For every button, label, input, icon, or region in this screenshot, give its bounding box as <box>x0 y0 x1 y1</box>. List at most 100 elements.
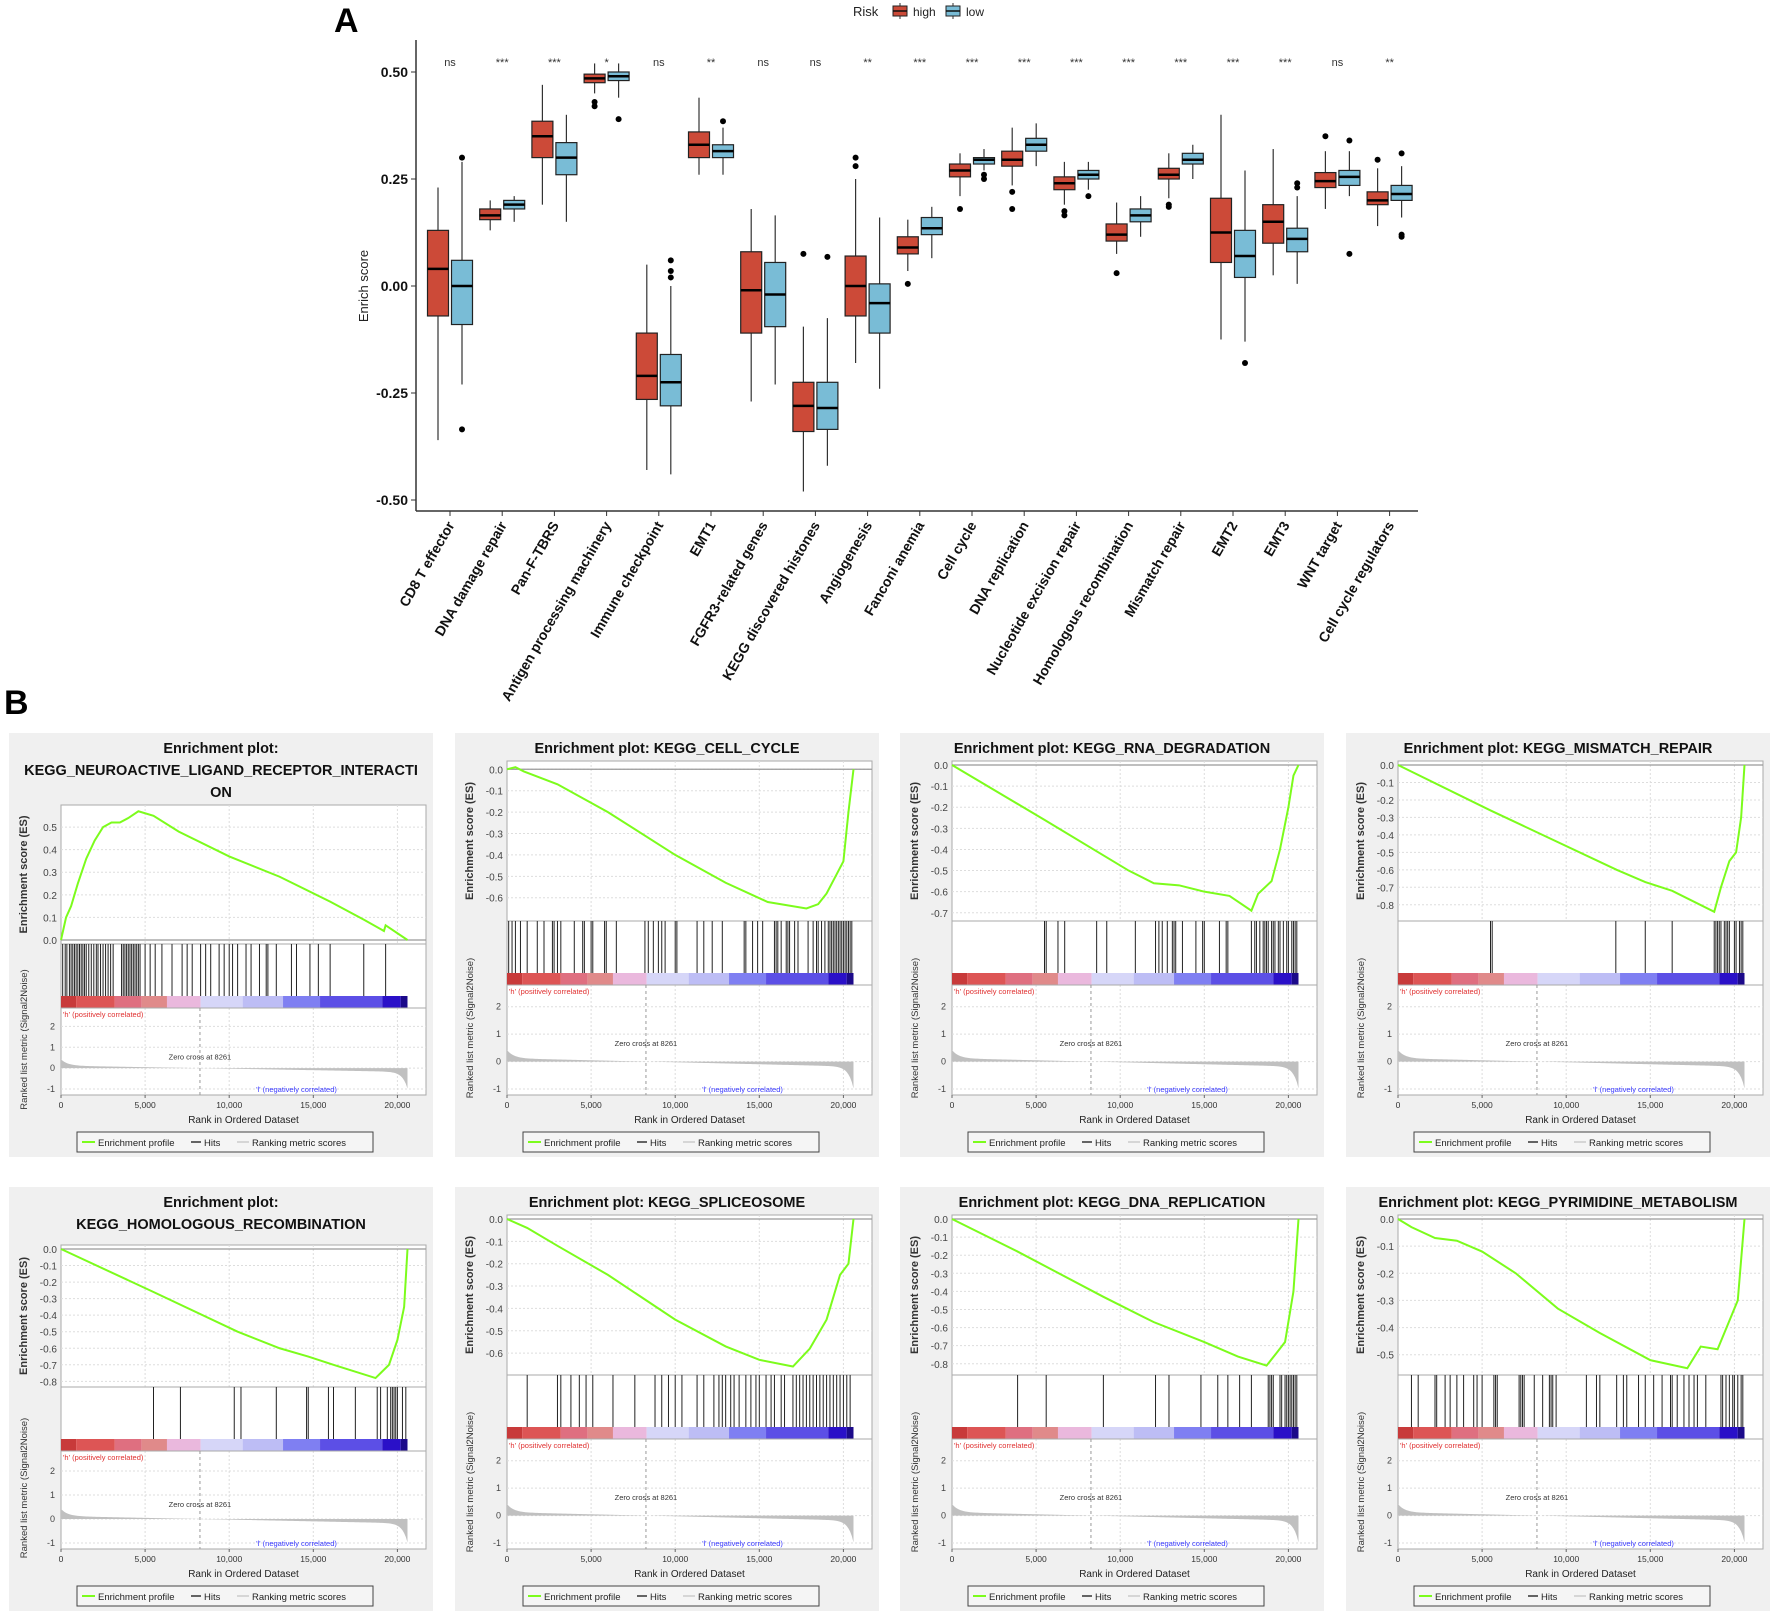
legend-box <box>522 1585 820 1607</box>
outlier-point <box>1294 180 1301 187</box>
legend-enrichment-label: Enrichment profile <box>98 1592 175 1603</box>
es-tick-label: -0.5 <box>931 1305 949 1316</box>
es-tick-label: -0.5 <box>40 1328 58 1339</box>
rank-color-segment <box>646 973 689 985</box>
enrichment-profile-line <box>60 1248 409 1380</box>
plot-title: Enrichment plot: KEGG_DNA_REPLICATION <box>959 1195 1266 1211</box>
outlier-point <box>1061 212 1068 219</box>
rank-color-segment <box>646 1427 689 1439</box>
es-tick-label: 0.4 <box>43 846 57 857</box>
es-axis-label: Enrichment score (ES) <box>909 782 921 900</box>
metric-tick-label: 0 <box>941 1511 946 1521</box>
metric-tick-label: 2 <box>50 1466 55 1476</box>
plot-title: Enrichment plot: KEGG_MISMATCH_REPAIR <box>1404 741 1713 757</box>
negative-label: 'l' (negatively correlated) <box>1147 1539 1228 1548</box>
positive-label: 'h' (positively correlated) <box>63 1453 144 1462</box>
es-axis-label: Enrichment score (ES) <box>1355 782 1367 900</box>
significance-label: ** <box>863 57 872 69</box>
rank-color-segment <box>1657 973 1720 985</box>
metric-tick-label: 0 <box>50 1063 55 1073</box>
legend-metric-label: Ranking metric scores <box>1143 1592 1237 1603</box>
x-tick-label: 5,000 <box>580 1554 602 1564</box>
metric-tick-label: 0 <box>1387 1057 1392 1067</box>
x-axis-label: Rank in Ordered Dataset <box>188 1115 299 1126</box>
rank-color-segment <box>766 973 829 985</box>
es-axis-label: Enrichment score (ES) <box>464 1236 476 1354</box>
legend-enrichment-label: Enrichment profile <box>544 1592 621 1603</box>
es-tick-label: -0.6 <box>486 894 504 905</box>
box-low <box>659 353 682 407</box>
metric-tick-label: 2 <box>496 1002 501 1012</box>
legend-enrichment-label: Enrichment profile <box>1435 1592 1512 1603</box>
es-tick-label: -0.1 <box>1377 1242 1395 1253</box>
ranking-metric-area <box>952 1504 1299 1543</box>
x-axis-label: Rank in Ordered Dataset <box>634 1115 745 1126</box>
outlier-point <box>1009 188 1016 195</box>
rank-color-segment <box>587 1427 613 1439</box>
rank-color-segment <box>507 1427 523 1439</box>
rank-color-segment <box>200 1439 243 1451</box>
legend-title: Risk <box>853 4 879 19</box>
metric-tick-label: 1 <box>941 1483 946 1493</box>
y-tick-label: 0.25 <box>381 171 408 187</box>
rank-color-segment <box>1620 973 1658 985</box>
x-tick-label: 15,000 <box>1637 1100 1663 1110</box>
metric-axis-label: Ranked list metric (Signal2Noise) <box>1356 958 1367 1098</box>
plot-area <box>506 760 873 1096</box>
es-tick-label: 0.3 <box>43 868 57 879</box>
es-tick-label: -0.4 <box>486 1304 504 1315</box>
legend-metric-label: Ranking metric scores <box>252 1138 346 1149</box>
outlier-point <box>615 116 622 123</box>
legend-hits-label: Hits <box>1541 1592 1558 1603</box>
es-tick-label: -0.4 <box>1377 1324 1395 1335</box>
plot-background <box>1346 733 1770 1157</box>
metric-tick-label: -1 <box>493 1084 501 1094</box>
outlier-point <box>1009 205 1016 212</box>
legend-box <box>1413 1585 1711 1607</box>
legend-box <box>76 1131 374 1153</box>
significance-label: ns <box>1332 57 1344 69</box>
es-tick-label: -0.4 <box>931 845 949 856</box>
rank-color-segment <box>114 1439 142 1451</box>
plot-title: Enrichment plot: <box>163 741 278 757</box>
rank-color-segment <box>166 996 201 1008</box>
enrichment-profile-line <box>1397 764 1746 914</box>
es-tick-label: -0.3 <box>40 1295 58 1306</box>
outlier-point <box>459 426 465 433</box>
rank-color-segment <box>1719 1427 1738 1439</box>
rank-color-segment <box>846 1427 854 1439</box>
es-tick-label: -0.5 <box>931 867 949 878</box>
es-tick-label: -0.6 <box>1377 866 1395 877</box>
enrichment-profile-line <box>60 810 409 941</box>
es-tick-label: 0.0 <box>489 1215 503 1226</box>
x-tick-label: 5,000 <box>1471 1554 1493 1564</box>
significance-label: *** <box>1018 57 1032 69</box>
es-tick-label: 0.1 <box>43 913 57 924</box>
rank-color-segment <box>507 973 523 985</box>
legend-hits-label: Hits <box>1095 1138 1112 1149</box>
metric-axis-label: Ranked list metric (Signal2Noise) <box>19 969 30 1109</box>
es-tick-label: -0.3 <box>1377 813 1395 824</box>
metric-tick-label: 2 <box>496 1456 501 1466</box>
outlier-point <box>667 268 674 275</box>
es-tick-label: 0.0 <box>43 936 57 947</box>
x-tick-label: 10,000 <box>216 1554 242 1564</box>
plot-title: Enrichment plot: KEGG_RNA_DEGRADATION <box>954 741 1270 757</box>
rank-color-segment <box>1620 1427 1658 1439</box>
es-tick-label: -0.2 <box>1377 796 1395 807</box>
rank-color-segment <box>166 1439 201 1451</box>
metric-tick-label: 2 <box>50 1021 55 1031</box>
es-axis-label: Enrichment score (ES) <box>464 782 476 900</box>
rank-color-segment <box>587 973 613 985</box>
x-axis-label: Rank in Ordered Dataset <box>1525 1115 1636 1126</box>
rank-color-segment <box>1398 1427 1414 1439</box>
es-tick-label: 0.0 <box>934 1215 948 1226</box>
significance-label: *** <box>1122 57 1136 69</box>
plot-background <box>9 1187 433 1611</box>
outlier-point <box>667 257 674 264</box>
outlier-point <box>1061 208 1068 215</box>
outlier-point <box>904 280 911 287</box>
legend-label-low: low <box>966 5 984 19</box>
significance-label: ** <box>707 57 716 69</box>
x-tick-label: 20,000 <box>384 1554 410 1564</box>
